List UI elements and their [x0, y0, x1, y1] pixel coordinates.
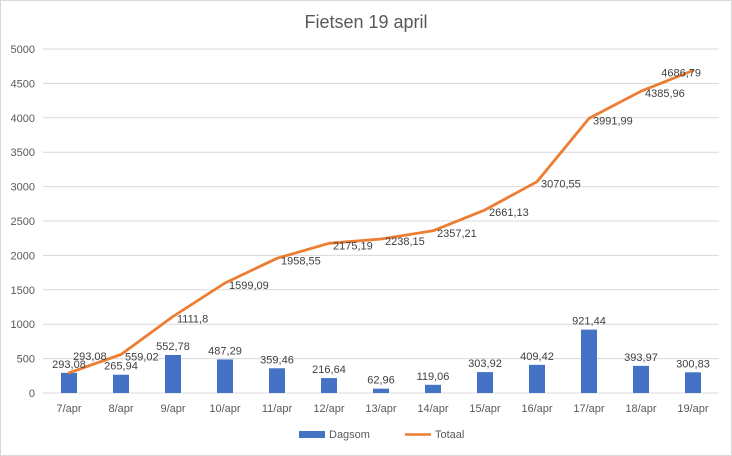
y-tick-label: 2500	[11, 216, 35, 228]
bar-8/apr	[113, 374, 129, 393]
x-tick-label: 10/apr	[209, 403, 241, 415]
y-tick-label: 0	[29, 388, 35, 400]
x-tick-label: 17/apr	[573, 403, 605, 415]
x-tick-label: 11/apr	[262, 403, 293, 415]
bar-18/apr	[633, 365, 649, 393]
line-data-label: 3991,99	[593, 115, 633, 127]
line-data-label: 4686,79	[661, 68, 701, 80]
bar-data-label: 300,83	[676, 358, 710, 370]
legend-label-dagsom: Dagsom	[329, 429, 370, 441]
bar-13/apr	[373, 388, 389, 393]
gridlines	[43, 48, 719, 394]
bar-7/apr	[61, 372, 77, 393]
x-tick-label: 18/apr	[625, 403, 657, 415]
bar-12/apr	[321, 378, 337, 393]
line-data-label: 2238,15	[385, 236, 425, 248]
bar-9/apr	[165, 354, 181, 393]
bar-data-label: 921,44	[572, 316, 606, 328]
line-data-label: 1599,09	[229, 280, 269, 292]
bar-data-label: 216,64	[312, 364, 346, 376]
bar-data-label: 303,92	[468, 358, 502, 370]
line-data-label: 1111,8	[177, 314, 208, 326]
y-axis: 0 500 1000 1500 2000 2500 3000 3500 4000 4500 5000	[11, 44, 35, 400]
y-tick-label: 500	[17, 354, 35, 366]
bar-data-label: 119,06	[417, 371, 450, 383]
bar-14/apr	[425, 384, 441, 393]
x-tick-label: 8/apr	[108, 403, 133, 415]
legend-swatch-dagsom	[299, 431, 325, 438]
line-data-label: 2357,21	[437, 228, 477, 240]
line-data-labels: 293,08 559,02 1111,8 1599,09 1958,55 2175,19 2…	[73, 68, 701, 364]
bar-11/apr	[269, 368, 285, 393]
bar-data-label: 265,94	[104, 361, 138, 373]
bar-data-label: 293,08	[52, 359, 86, 371]
bar-data-label: 62,96	[367, 375, 395, 387]
y-tick-label: 4500	[11, 78, 35, 90]
x-tick-label: 13/apr	[365, 403, 397, 415]
line-data-label: 1958,55	[281, 255, 321, 267]
bar-17/apr	[581, 329, 597, 393]
y-tick-label: 3500	[11, 147, 35, 159]
y-tick-label: 1500	[11, 285, 35, 297]
y-tick-label: 5000	[11, 44, 35, 56]
chart-title: Fietsen 19 april	[304, 12, 427, 32]
bar-data-label: 487,29	[208, 345, 242, 357]
bar-15/apr	[477, 372, 493, 393]
bar-data-label: 409,42	[520, 351, 554, 363]
x-tick-label: 14/apr	[417, 403, 449, 415]
bar-series-dagsom	[61, 329, 701, 393]
line-data-label: 293,08	[73, 351, 107, 363]
line-data-label: 4385,96	[645, 88, 685, 100]
x-tick-label: 15/apr	[469, 403, 501, 415]
bar-data-label: 393,97	[624, 352, 658, 364]
y-tick-label: 2000	[11, 250, 35, 262]
x-tick-label: 19/apr	[677, 403, 709, 415]
x-tick-label: 16/apr	[521, 403, 553, 415]
line-data-label: 2661,13	[489, 207, 529, 219]
line-series-totaal	[67, 69, 695, 375]
y-tick-label: 1000	[11, 319, 35, 331]
y-tick-label: 3000	[11, 182, 35, 194]
y-tick-label: 4000	[11, 113, 35, 125]
bar-16/apr	[529, 364, 545, 393]
line-data-label: 3070,55	[541, 179, 581, 191]
legend: Dagsom Totaal	[299, 429, 464, 441]
bar-data-label: 359,46	[260, 354, 294, 366]
x-tick-label: 7/apr	[56, 403, 81, 415]
bar-10/apr	[217, 359, 233, 393]
bar-data-label: 552,78	[156, 341, 190, 353]
line-data-label: 559,02	[125, 352, 159, 364]
legend-label-totaal: Totaal	[435, 429, 464, 441]
line-data-label: 2175,19	[333, 240, 373, 252]
line-totaal	[67, 69, 695, 375]
x-tick-label: 12/apr	[313, 403, 345, 415]
bar-19/apr	[685, 372, 701, 393]
x-tick-label: 9/apr	[160, 403, 185, 415]
x-axis: 7/apr 8/apr 9/apr 10/apr 11/apr 12/apr 13/apr 1…	[56, 403, 708, 415]
